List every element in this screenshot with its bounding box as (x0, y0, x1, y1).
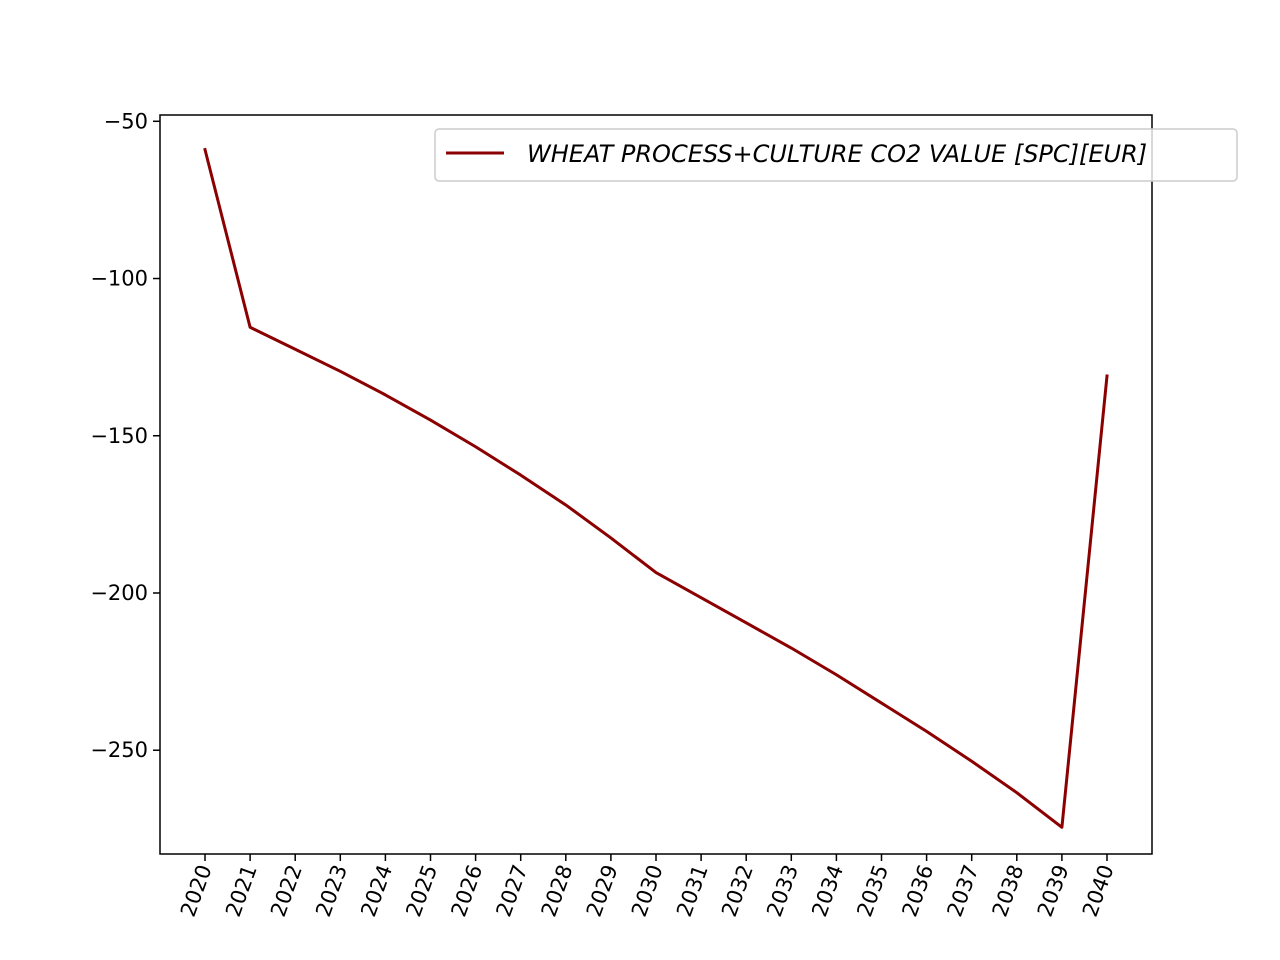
x-tick-label: 2038 (988, 862, 1029, 920)
x-tick-label: 2037 (943, 862, 984, 920)
x-tick-label: 2022 (266, 862, 307, 920)
y-tick-label: −50 (104, 109, 148, 133)
x-tick-label: 2021 (221, 862, 262, 920)
legend: WHEAT PROCESS+CULTURE CO2 VALUE [SPC][EU… (434, 128, 1238, 182)
y-tick-label: −100 (90, 267, 148, 291)
x-tick-label: 2024 (356, 862, 397, 920)
x-tick-label: 2028 (537, 862, 578, 920)
x-tick-label: 2040 (1078, 862, 1119, 920)
y-tick-label: −200 (90, 581, 148, 605)
x-tick-label: 2023 (311, 862, 352, 920)
x-tick-label: 2039 (1033, 862, 1074, 920)
axes-frame (159, 114, 1153, 855)
x-tick-label: 2033 (762, 862, 803, 920)
y-tick-label: −150 (90, 424, 148, 448)
x-tick-label: 2032 (717, 862, 758, 920)
x-tick-label: 2027 (492, 862, 533, 920)
x-tick-label: 2020 (176, 862, 217, 920)
x-tick-label: 2034 (807, 862, 848, 920)
x-tick-label: 2029 (582, 862, 623, 920)
series-line (203, 147, 1109, 829)
legend-label: WHEAT PROCESS+CULTURE CO2 VALUE [SPC][EU… (527, 140, 1147, 168)
y-tick-label: −250 (90, 738, 148, 762)
x-tick-label: 2035 (852, 862, 893, 920)
series-layer (203, 147, 1109, 829)
x-tick-label: 2025 (401, 862, 442, 920)
x-tick-label: 2026 (446, 862, 487, 920)
x-tick-label: 2030 (627, 862, 668, 920)
x-tick-label: 2036 (897, 862, 938, 920)
x-tick-label: 2031 (672, 862, 713, 920)
plot-area-border (159, 114, 1153, 855)
x-axis: 2020 2021 2022 2023 2024 2025 2026 2027 2028 2029… (176, 854, 1119, 920)
y-axis: −50 −100 −150 −200 −250 (90, 109, 160, 762)
legend-box (434, 128, 1238, 182)
